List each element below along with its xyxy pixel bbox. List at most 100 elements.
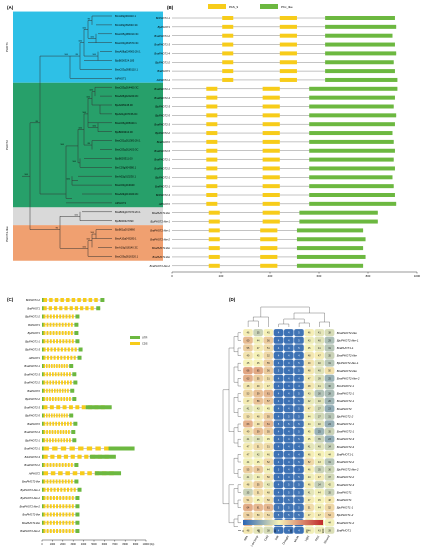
heatmap-cell [263,412,274,421]
pas-domain [262,166,280,171]
pkc-domain [325,16,395,20]
heatmap-cell [242,496,253,504]
cds-exon [88,298,93,302]
utr-segment [42,504,44,509]
cds-exon [68,438,71,443]
cds-exon [49,380,52,385]
heatmap-cell-value: 4 [278,529,280,532]
cds-exon [70,479,73,484]
pkc-domain [325,51,397,56]
heatmap-cell-value: 55 [257,484,260,487]
heatmap-row-label: BnaPHOT2-like-2 [337,376,360,380]
cds-exon [43,487,46,492]
cds-exon [52,331,55,335]
heatmap-cell-value: 31 [328,362,331,365]
pkc-domain [309,201,397,206]
heatmap-row-label: BnaPHOT2-4 [337,445,355,449]
heatmap-cell-value: 3 [288,385,290,388]
pas-domain [279,24,297,29]
domain-gene-label: BnaPHOT2-like-2 [150,264,171,268]
heatmap-cell [242,420,253,428]
heatmap-cell-value: 35 [328,355,331,358]
pkc-domain [296,237,366,242]
heatmap-cell-value: 5 [288,514,290,517]
cds-exon [52,380,55,385]
heatmap-cell-value: 42 [308,400,311,403]
cds-exon [68,372,71,377]
heatmap-cell [242,480,253,489]
cds-exon [54,397,57,401]
heatmap-cell-value: 55 [267,431,270,434]
heatmap-cell [263,526,274,534]
heatmap-cell [242,526,253,534]
domain-gene-label: BraPHOT2-1 [155,184,171,188]
heatmap-cell-value: 45 [257,499,260,502]
heatmap-cell-value: 61 [267,507,270,510]
pas-domain [206,166,218,171]
cds-exon [43,355,46,360]
heatmap-cell-value: 4 [278,491,280,494]
heatmap-row-label: BnaPHOT2-1 [337,430,355,434]
gene-label: BnaC03g0585110.1 [115,68,138,72]
heatmap-cell-value: 41 [318,347,321,350]
pkc-domain [325,33,393,38]
gene-label: BjuB01g0019860 [115,228,135,232]
utr-segment [95,471,122,476]
utr-segment [75,339,80,344]
heatmap-cell [304,412,315,421]
cds-exon [61,421,63,426]
heatmap-cell [293,412,304,421]
heatmap-cell-value: 56 [267,370,270,373]
cds-exon [48,306,52,311]
heatmap-cell-value: 4 [278,415,280,418]
heatmap-cell-value: 46 [267,453,270,456]
heatmap-cell-value: 65 [257,370,260,373]
heatmap-column-label: Salt [274,535,280,541]
cds-exon [52,463,55,467]
cds-exon [43,496,46,500]
cds-exon [46,430,48,434]
domain-gene-label: BjuPHOT1-2 [155,60,170,64]
cds-exon [56,314,59,319]
bootstrap-value: 100 [24,174,28,176]
cds-exon [56,520,59,525]
heatmap-cell [263,458,274,466]
heatmap-cell-value: 47 [308,514,311,517]
heatmap-cell-value: 49 [257,423,260,426]
cds-exon [66,421,69,426]
heatmap-cell-value: 40 [318,362,321,365]
bootstrap-value: 100 [78,127,82,129]
cds-exon [57,454,62,459]
pas-domain [262,219,280,224]
heatmap-cell [253,328,264,337]
cds-exon [49,405,54,410]
cds-exon [73,487,76,492]
heatmap-cell [293,473,304,481]
heatmap-cell [273,427,284,436]
cds-exon [66,355,70,360]
cds-exon [51,430,54,434]
heatmap-cell-value: 45 [318,453,321,456]
pas-domain [222,33,234,38]
domain-gene-label: AtPHOT2 [158,202,171,206]
structure-gene-label: BnaPHOT2-3 [24,372,40,376]
utr-segment [42,512,44,517]
domain-gene-label: BnaPHOT2-1 [154,87,170,91]
domain-gene-label: BraPHOT1 [157,69,170,73]
heatmap-row-label: BJuPHOT2-1 [337,384,355,388]
domain-gene-label: BjuPHOT2-1 [155,175,170,179]
heatmap-row-label: BjuPHOT1-1 [337,506,354,510]
cds-exon [58,322,61,327]
heatmap-cell [324,450,335,459]
heatmap-cell-value: 44 [257,339,260,342]
heatmap-cell-value: 31 [328,461,331,464]
heatmap-row-label: BraPHOT1 [337,528,352,532]
cds-exon [52,512,55,517]
heatmap-cell [263,374,274,383]
cds-exon [65,339,68,344]
cds-exon [46,512,49,517]
pas-domain [208,219,220,224]
heatmap-cell-value: 26 [328,400,331,403]
utr-segment [100,298,105,302]
